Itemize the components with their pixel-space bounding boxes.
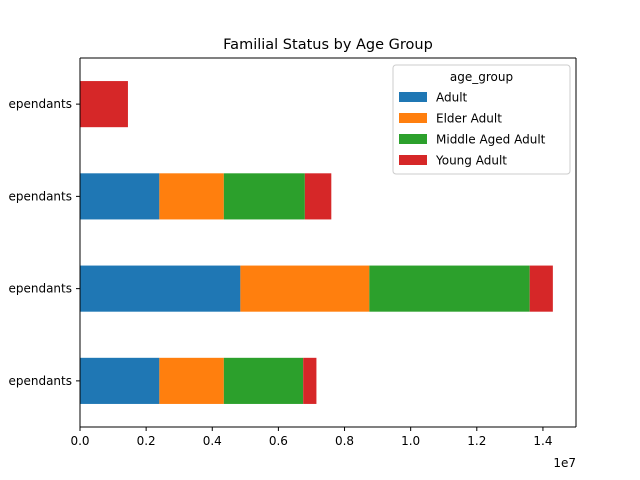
bar-adult-2 [80, 173, 160, 220]
x-tick-label: 1.4 [533, 434, 552, 448]
bar-middle-aged-adult-0 [223, 357, 304, 404]
legend-label: Young Adult [435, 154, 507, 168]
x-tick-label: 1.2 [467, 434, 486, 448]
legend-frame [392, 64, 571, 175]
x-tick-label: 0.8 [335, 434, 354, 448]
y-ticks: ependants ependants ependants ependants [8, 97, 80, 388]
legend-swatch-young-adult [399, 155, 427, 165]
y-tick-label: ependants [8, 97, 72, 111]
bar-adult-1 [80, 265, 241, 312]
bar-young-adult-0 [303, 357, 317, 404]
bar-elder-adult-0 [159, 357, 224, 404]
legend-title: age_group [450, 70, 513, 84]
legend-label: Middle Aged Adult [436, 133, 546, 147]
legend-label: Adult [436, 91, 468, 105]
bar-middle-aged-adult-2 [223, 173, 305, 220]
axes [79, 57, 577, 428]
x-ticks: 0.0 0.2 0.4 0.6 0.8 1.0 1.2 1.4 [70, 427, 552, 448]
x-tick-label: 0.6 [269, 434, 288, 448]
bar-middle-aged-adult-1 [369, 265, 530, 312]
bar-young-adult-1 [529, 265, 553, 312]
x-tick-label: 1.0 [401, 434, 420, 448]
bar-young-adult-3 [80, 81, 128, 128]
bar-adult-0 [80, 357, 160, 404]
chart-title: Familial Status by Age Group [223, 37, 433, 53]
x-tick-label: 0.2 [137, 434, 156, 448]
legend-swatch-middle-aged-adult [399, 134, 427, 144]
y-tick-label: ependants [8, 374, 72, 388]
legend-label: Elder Adult [436, 112, 502, 126]
legend-swatch-elder-adult [399, 113, 427, 123]
x-tick-label: 0.0 [70, 434, 89, 448]
bar-young-adult-2 [304, 173, 332, 220]
bars-layer [80, 81, 553, 404]
bar-elder-adult-2 [159, 173, 224, 220]
bar-elder-adult-1 [240, 265, 370, 312]
legend: age_group Adult Elder Adult Middle Aged Adu… [392, 64, 571, 175]
y-tick-label: ependants [8, 189, 72, 203]
legend-swatch-adult [399, 92, 427, 102]
y-tick-label: ependants [8, 282, 72, 296]
x-tick-label: 0.4 [203, 434, 222, 448]
x-offset-label: 1e7 [553, 456, 576, 470]
